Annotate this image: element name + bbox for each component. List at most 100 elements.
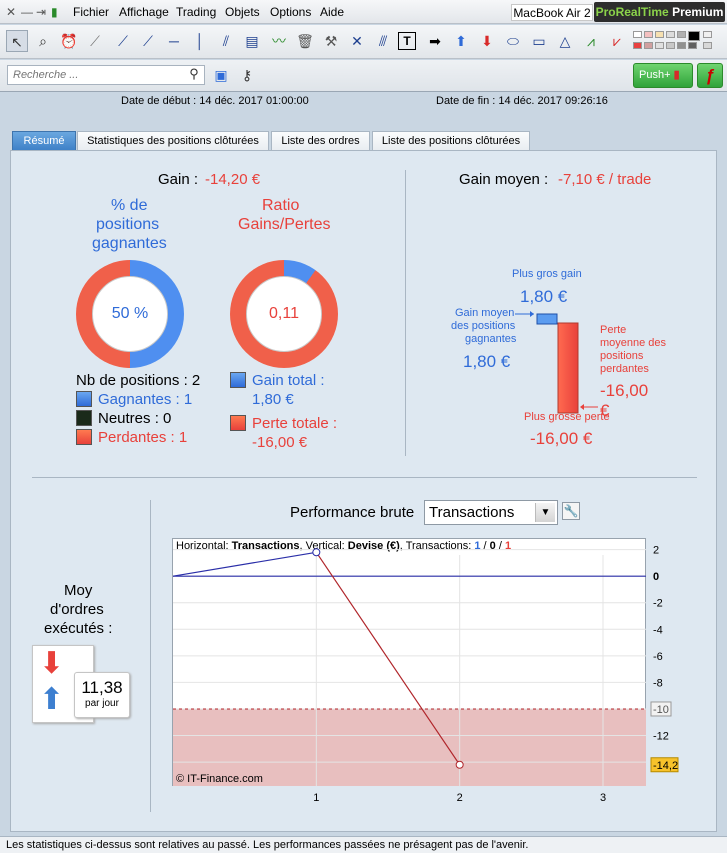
zoom-icon[interactable]: ⌕ — [39, 33, 47, 49]
tab-liste-ordres[interactable]: Liste des ordres — [271, 131, 370, 151]
color-swatch[interactable] — [677, 31, 686, 38]
avg-win-value: 1,80 € — [463, 352, 511, 371]
chart-header-horizontal: Horizontal: — [176, 540, 232, 552]
losing-count: Perdantes : 1 — [98, 429, 188, 446]
neutral-color-icon — [76, 410, 92, 426]
arrow-up-icon[interactable]: ⬆ — [455, 33, 467, 49]
avg-loss-unit: € — [600, 401, 610, 420]
fibonacci-icon[interactable]: ▤ — [245, 33, 259, 49]
menu-aide[interactable]: Aide — [320, 5, 345, 19]
gain-value: -14,20 € — [205, 171, 261, 188]
vertical-line-icon[interactable]: │ — [195, 33, 205, 49]
gain-label: Gain : — [158, 171, 199, 188]
tab-liste-positions[interactable]: Liste des positions clôturées — [372, 131, 530, 151]
alarm-icon[interactable]: ⏰ — [60, 33, 78, 49]
menu-affichage[interactable]: Affichage — [119, 5, 169, 19]
trash-icon[interactable]: 🗑 — [296, 33, 314, 49]
divider — [405, 170, 406, 456]
pointer-icon[interactable]: ↖ — [6, 30, 28, 52]
menu-options[interactable]: Options — [270, 5, 312, 19]
performance-title: Performance brute — [290, 504, 415, 521]
color-swatch[interactable] — [666, 31, 675, 38]
brand-badge: ProRealTime Premium — [594, 2, 725, 22]
end-date: Date de fin : 14 déc. 2017 09:26:16 — [436, 95, 608, 107]
color-palette[interactable] — [633, 29, 723, 55]
chart-header-vertical-value: Devise (€) — [347, 540, 400, 552]
avg-gain-bar — [536, 313, 558, 325]
search-icon[interactable]: ⚲ — [189, 66, 199, 81]
win-rate-value: 50 % — [92, 276, 168, 352]
gain-total-value: 1,80 € — [252, 391, 294, 408]
formula-button[interactable]: ƒ — [697, 63, 723, 88]
chart-header-separator: / — [495, 540, 505, 552]
hammer-icon[interactable]: ⚒ — [324, 33, 338, 49]
biggest-gain-label: Plus gros gain — [512, 268, 582, 280]
color-swatch[interactable] — [644, 31, 653, 38]
chart-window-icon[interactable]: ▣ — [214, 67, 228, 83]
avg-win-label-3: gagnantes — [465, 333, 517, 345]
performance-mode-value: Transactions — [429, 504, 515, 521]
arrow-down-icon[interactable]: ⬇ — [481, 33, 493, 49]
gain-total-label: Gain total : — [252, 372, 325, 389]
triangle-icon[interactable]: △ — [559, 33, 571, 49]
ray-icon[interactable]: ⟋ — [143, 33, 153, 49]
avg-loss-label-3: positions — [600, 350, 644, 362]
arrow-right-icon[interactable]: ➡ — [429, 33, 441, 49]
disclaimer-footer: Les statistiques ci-dessus sont relative… — [0, 836, 727, 853]
pin-window-icon[interactable]: ⇥ — [36, 5, 47, 19]
donut1-title-line3: gagnantes — [92, 235, 167, 252]
color-swatch[interactable] — [703, 42, 712, 49]
color-swatch[interactable] — [655, 42, 664, 49]
tab-statistiques[interactable]: Statistiques des positions clôturées — [77, 131, 269, 151]
wrench-icon[interactable]: 🔧 — [562, 502, 580, 520]
color-swatch[interactable] — [655, 31, 664, 38]
push-button[interactable]: Push+ ▮ — [633, 63, 693, 88]
search-bar: ⚲ ▣ ⚷ Push+ ▮ ƒ — [0, 60, 727, 92]
ruler-icon[interactable]: ⟋ — [90, 33, 100, 49]
candle-icon: ▮ — [673, 69, 680, 81]
horizontal-line-icon[interactable]: ─ — [169, 33, 179, 49]
chevron-down-icon[interactable]: ▼ — [535, 503, 555, 522]
brand-edition: Premium — [672, 5, 724, 19]
trend-icon[interactable]: 〰 — [272, 33, 286, 49]
minimize-window-icon[interactable]: — — [21, 5, 33, 19]
performance-mode-select[interactable]: Transactions ▼ — [424, 500, 558, 525]
color-swatch[interactable] — [666, 42, 675, 49]
candlestick-icon: ▮ — [51, 5, 58, 19]
tab-resume[interactable]: Résumé — [12, 131, 76, 151]
donut1-title-line2: positions — [96, 216, 160, 233]
push-label: Push+ — [639, 69, 671, 81]
text-tool-icon[interactable]: T — [398, 32, 416, 50]
color-swatch[interactable] — [703, 31, 712, 38]
cross-lines-icon[interactable]: ✕ — [351, 33, 363, 49]
pattern-icon[interactable]: ⩗ — [613, 33, 621, 49]
close-window-icon[interactable]: ✕ — [6, 5, 17, 19]
parallel-icon[interactable]: ⫻ — [378, 33, 388, 49]
color-swatch[interactable] — [644, 42, 653, 49]
donut1-title-line1: % de — [111, 197, 148, 214]
line-icon[interactable]: ⟋ — [118, 33, 128, 49]
buy-arrow-icon: ⬆ — [39, 683, 65, 716]
rectangle-icon[interactable]: ▭ — [532, 33, 546, 49]
search-input[interactable] — [7, 65, 205, 85]
biggest-gain-value: 1,80 € — [520, 287, 568, 306]
performance-chart[interactable]: Horizontal: Transactions, Vertical: Devi… — [172, 538, 646, 786]
ratio-value: 0,11 — [246, 276, 322, 352]
color-swatch[interactable] — [688, 31, 700, 41]
color-swatch[interactable] — [633, 42, 642, 49]
menu-trading[interactable]: Trading — [176, 5, 217, 19]
menu-objets[interactable]: Objets — [225, 5, 260, 19]
gain-loss-bars — [515, 311, 598, 414]
color-swatch[interactable] — [688, 42, 697, 49]
chart-header-loss-count: 1 — [504, 540, 512, 552]
loss-total-color-icon — [230, 415, 246, 431]
color-swatch[interactable] — [677, 42, 686, 49]
color-swatch[interactable] — [633, 31, 642, 38]
ellipse-icon[interactable]: ⬭ — [507, 33, 519, 49]
gain-loss-ratio-donut: 0,11 — [230, 260, 338, 368]
zigzag-icon[interactable]: ⩘ — [587, 33, 595, 49]
menu-fichier[interactable]: Fichier — [73, 5, 110, 19]
connection-icon[interactable]: ⚷ — [241, 67, 253, 83]
avg-win-label-2: des positions — [451, 320, 516, 332]
channel-icon[interactable]: ⫽ — [222, 33, 230, 49]
